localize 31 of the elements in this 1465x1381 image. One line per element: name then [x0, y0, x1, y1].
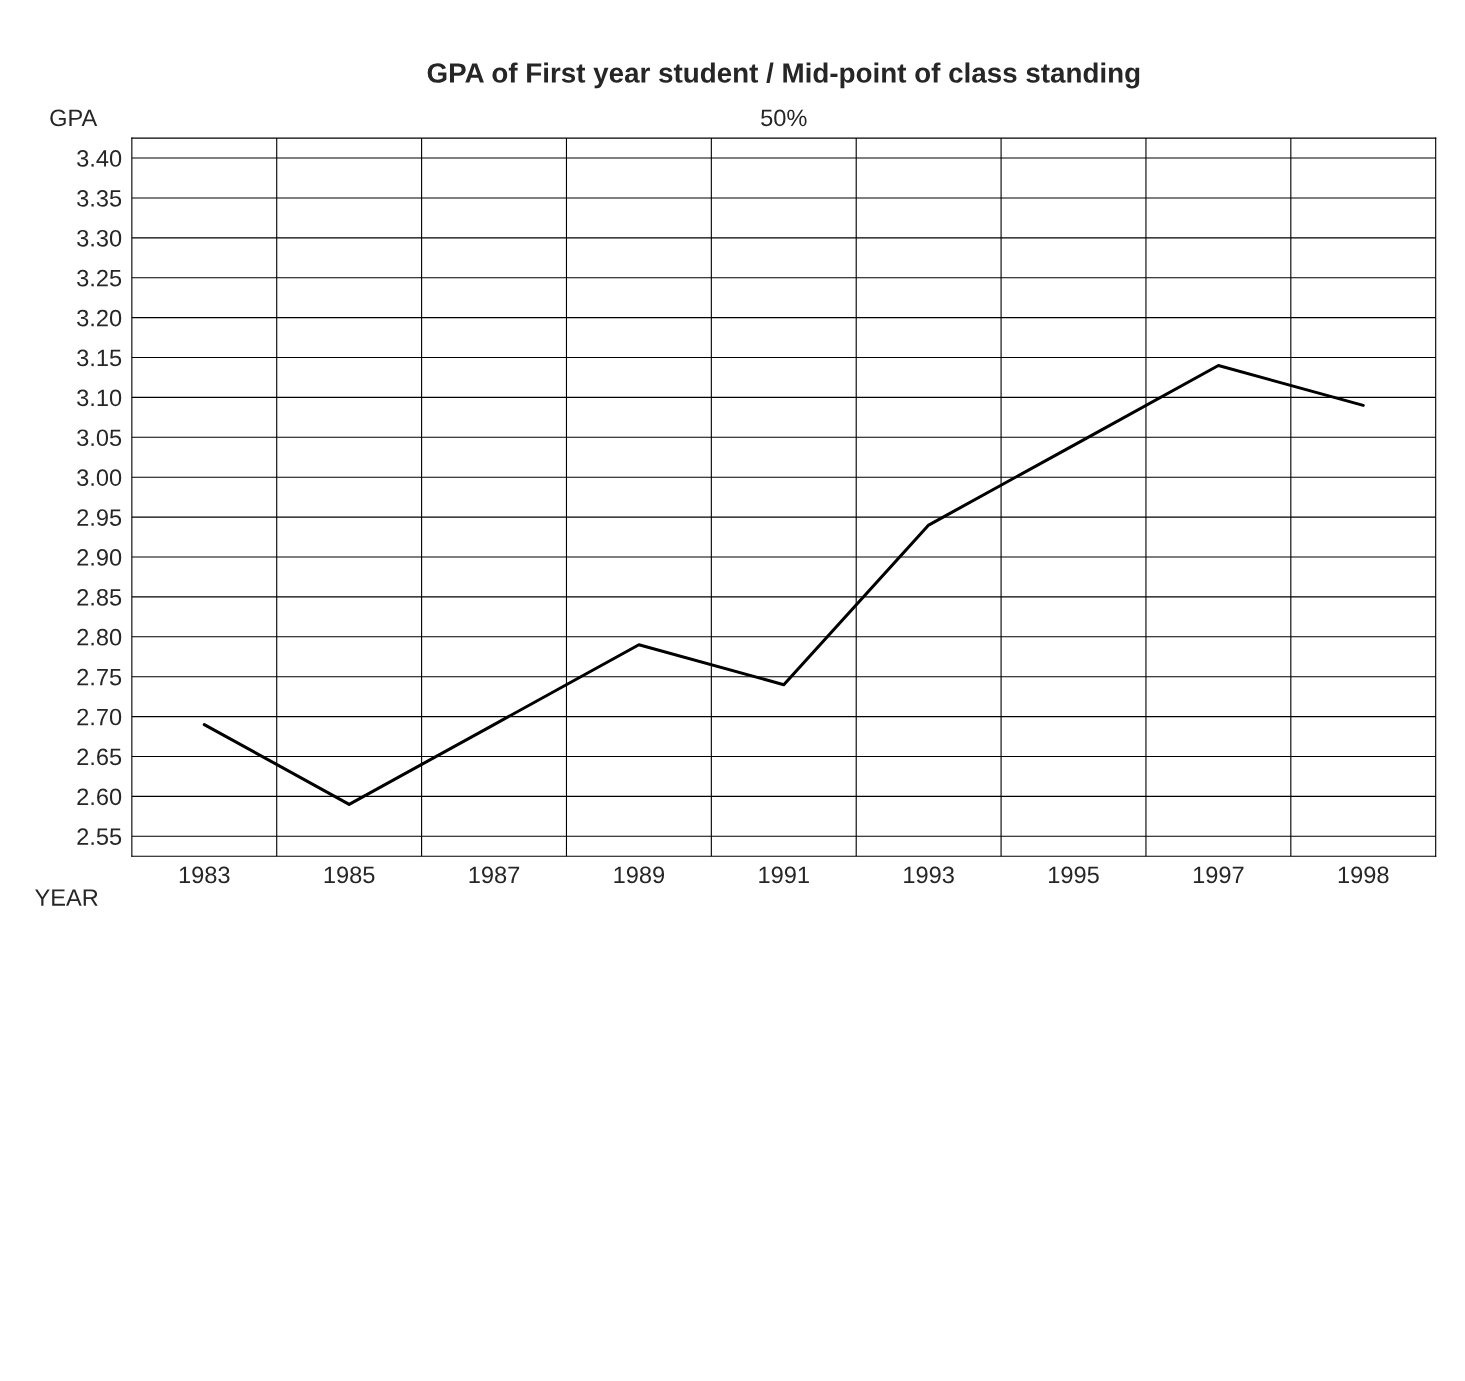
y-tick-label: 3.35: [77, 190, 122, 207]
x-tick-label: 1998: [1338, 866, 1389, 884]
y-tick-label: 3.40: [77, 150, 122, 167]
chart-title: GPA of First year student / Mid-point of class standing: [427, 62, 1140, 89]
y-tick-label: 2.95: [77, 509, 122, 526]
y-tick-label: 2.90: [77, 549, 122, 566]
y-tick-label: 3.30: [77, 229, 122, 247]
x-tick-label: 1989: [614, 866, 665, 884]
y-tick-label: 2.70: [77, 708, 122, 726]
x-tick-label: 1987: [469, 866, 520, 884]
x-tick-label: 1991: [759, 866, 809, 884]
y-axis-title: GPA: [50, 109, 98, 127]
y-tick-label: 2.75: [77, 668, 122, 686]
x-tick-label: 1997: [1193, 866, 1244, 884]
y-tick-label: 3.00: [77, 469, 122, 486]
y-tick-label: 2.65: [77, 748, 122, 766]
y-tick-label: 3.25: [77, 269, 122, 287]
y-tick-label: 2.80: [77, 628, 122, 646]
chart-subtitle: 50%: [761, 109, 807, 127]
y-tick-label: 3.10: [77, 389, 122, 407]
x-tick-label: 1995: [1049, 866, 1099, 884]
x-tick-label: 1993: [904, 866, 954, 884]
x-tick-label: 1983: [179, 866, 230, 884]
y-tick-label: 3.20: [77, 309, 122, 327]
y-tick-label: 2.60: [77, 788, 122, 806]
y-tick-label: 2.85: [77, 588, 122, 606]
y-tick-label: 2.55: [77, 828, 122, 846]
x-tick-label: 1985: [324, 866, 375, 884]
x-axis-title: YEAR: [35, 889, 98, 906]
y-tick-label: 3.15: [77, 349, 122, 367]
y-tick-label: 3.05: [77, 429, 122, 447]
